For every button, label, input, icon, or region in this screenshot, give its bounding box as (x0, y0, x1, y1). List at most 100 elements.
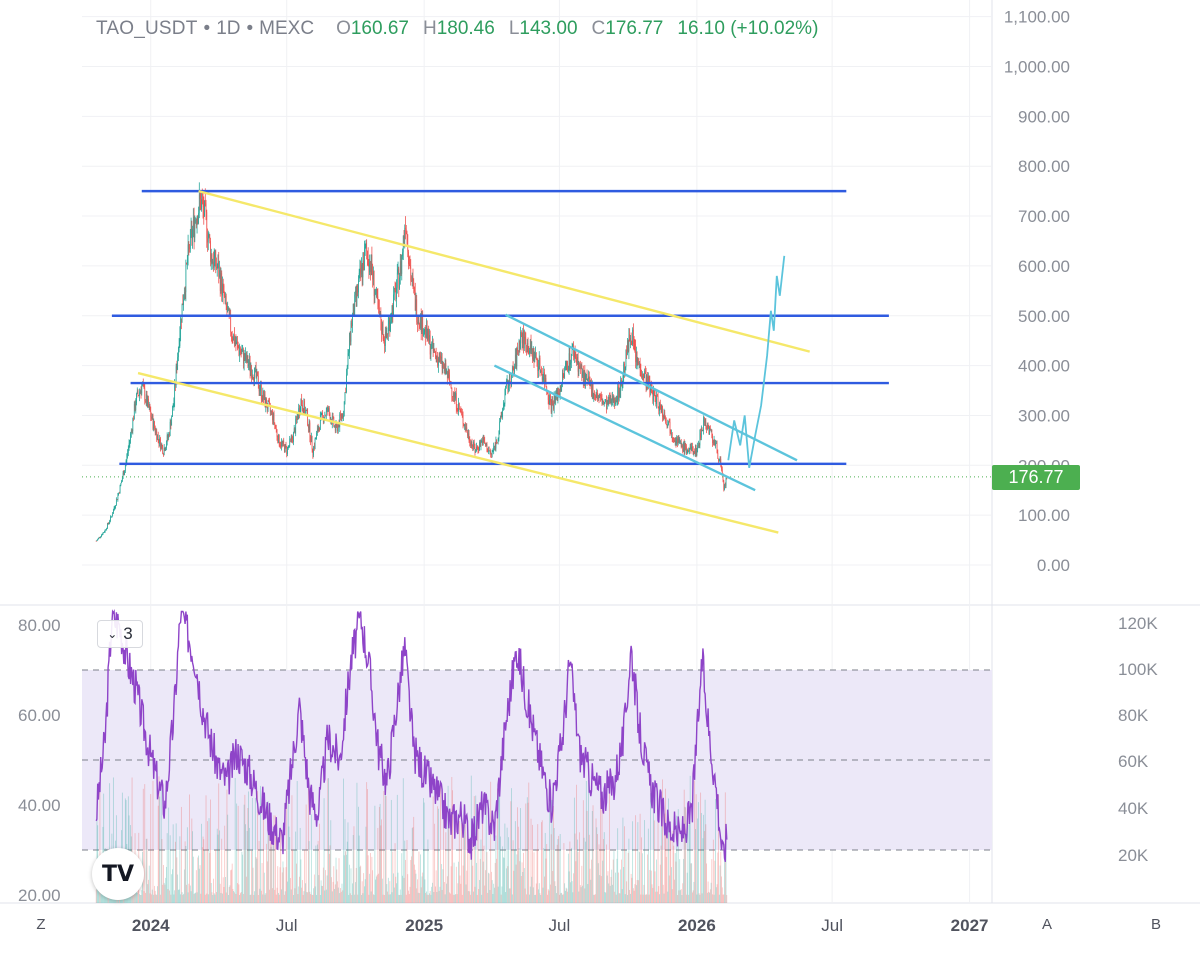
volume-bar (501, 886, 503, 903)
volume-bar (269, 837, 271, 903)
candle-body (245, 353, 246, 361)
volume-bar (310, 814, 312, 903)
candle-body (219, 270, 220, 277)
candle-body (266, 398, 267, 408)
volume-bar (392, 851, 394, 903)
volume-bar (721, 887, 723, 903)
volume-bar (340, 891, 342, 903)
candle-body (136, 390, 138, 394)
volume-bar (151, 889, 153, 903)
candle-body (609, 396, 610, 403)
volume-bar (338, 858, 340, 903)
volume-bar (562, 894, 563, 903)
symbol-label[interactable]: TAO_USDT (96, 18, 198, 39)
candle-body (447, 372, 449, 379)
volume-bar (232, 888, 234, 903)
volume-bar (304, 850, 306, 903)
volume-bar (131, 777, 133, 903)
rsi-legend-toggle[interactable]: ⌄ 3 (97, 620, 143, 648)
volume-bar (432, 796, 434, 903)
candle-body (641, 376, 643, 378)
candle-body (513, 369, 515, 372)
candle-body (529, 350, 530, 354)
candle-body (365, 242, 367, 248)
volume-bar (543, 848, 545, 903)
candle-body (462, 414, 464, 424)
volume-bar (316, 894, 317, 903)
candle-body (307, 409, 308, 426)
volume-bar (437, 806, 439, 903)
candle-body (567, 364, 568, 372)
tradingview-logo-icon[interactable]: TV (92, 848, 144, 900)
volume-bar (518, 848, 520, 903)
candle-body (695, 445, 697, 456)
candle-body (662, 406, 663, 417)
candle-body (664, 412, 666, 418)
volume-bar (274, 889, 276, 903)
candle-body (281, 441, 282, 447)
volume-bar (222, 893, 223, 903)
volume-bar (475, 795, 477, 903)
candle-body (544, 372, 545, 384)
volume-bar (553, 805, 554, 903)
volume-bar (535, 883, 537, 903)
volume-bar (256, 858, 258, 903)
volume-bar (583, 837, 585, 903)
volume-bar (395, 876, 397, 903)
auto-scale-button[interactable]: A (1041, 915, 1052, 933)
volume-bar (513, 870, 515, 903)
volume-bar (588, 834, 590, 903)
volume-bar (476, 894, 478, 903)
candle-body (103, 532, 105, 534)
candle-body (606, 400, 608, 410)
volume-bar (413, 816, 415, 903)
candle-body (429, 335, 431, 355)
volume-bar (651, 884, 653, 903)
candle-body (420, 314, 421, 329)
low-value: 143.00 (519, 18, 578, 39)
candle-body (656, 395, 658, 397)
volume-bar (319, 894, 321, 903)
candle-body (620, 379, 622, 398)
candle-body (254, 367, 256, 369)
volume-bar (152, 780, 154, 903)
volume-bar (265, 893, 267, 903)
volume-bar (686, 872, 688, 903)
volume-bar (157, 805, 159, 903)
candle-body (550, 401, 552, 413)
candle-body (714, 439, 716, 445)
candle-body (544, 378, 546, 384)
candle-body (562, 372, 564, 374)
volume-bar (647, 854, 648, 903)
candle-body (516, 348, 518, 367)
volume-bar (393, 873, 394, 903)
volume-bar (331, 877, 332, 903)
timezone-button[interactable]: Z (36, 915, 46, 933)
candle-body (441, 356, 443, 369)
volume-bar (660, 845, 662, 903)
volume-bar (139, 894, 141, 903)
candle-body (309, 422, 311, 439)
volume-bar (296, 863, 297, 903)
candle-body (674, 440, 676, 442)
volume-bar (725, 839, 727, 903)
volume-bar (401, 853, 403, 903)
volume-bar (419, 893, 421, 903)
scale-mode-button[interactable]: B (1150, 915, 1161, 933)
interval-label[interactable]: 1D (216, 18, 241, 39)
volume-bar (697, 818, 699, 903)
candle-body (641, 375, 642, 378)
candle-body (101, 534, 102, 537)
candle-body (184, 292, 186, 293)
volume-bar (516, 854, 518, 903)
candle-body (636, 352, 638, 363)
candle-body (138, 395, 140, 396)
volume-bar (209, 853, 211, 903)
volume-bar (245, 824, 247, 903)
candle-body (485, 443, 487, 446)
candle-body (625, 349, 627, 368)
volume-bar (302, 894, 304, 903)
volume-bar (198, 868, 200, 903)
volume-bar (429, 890, 431, 903)
candle-body (293, 432, 294, 442)
